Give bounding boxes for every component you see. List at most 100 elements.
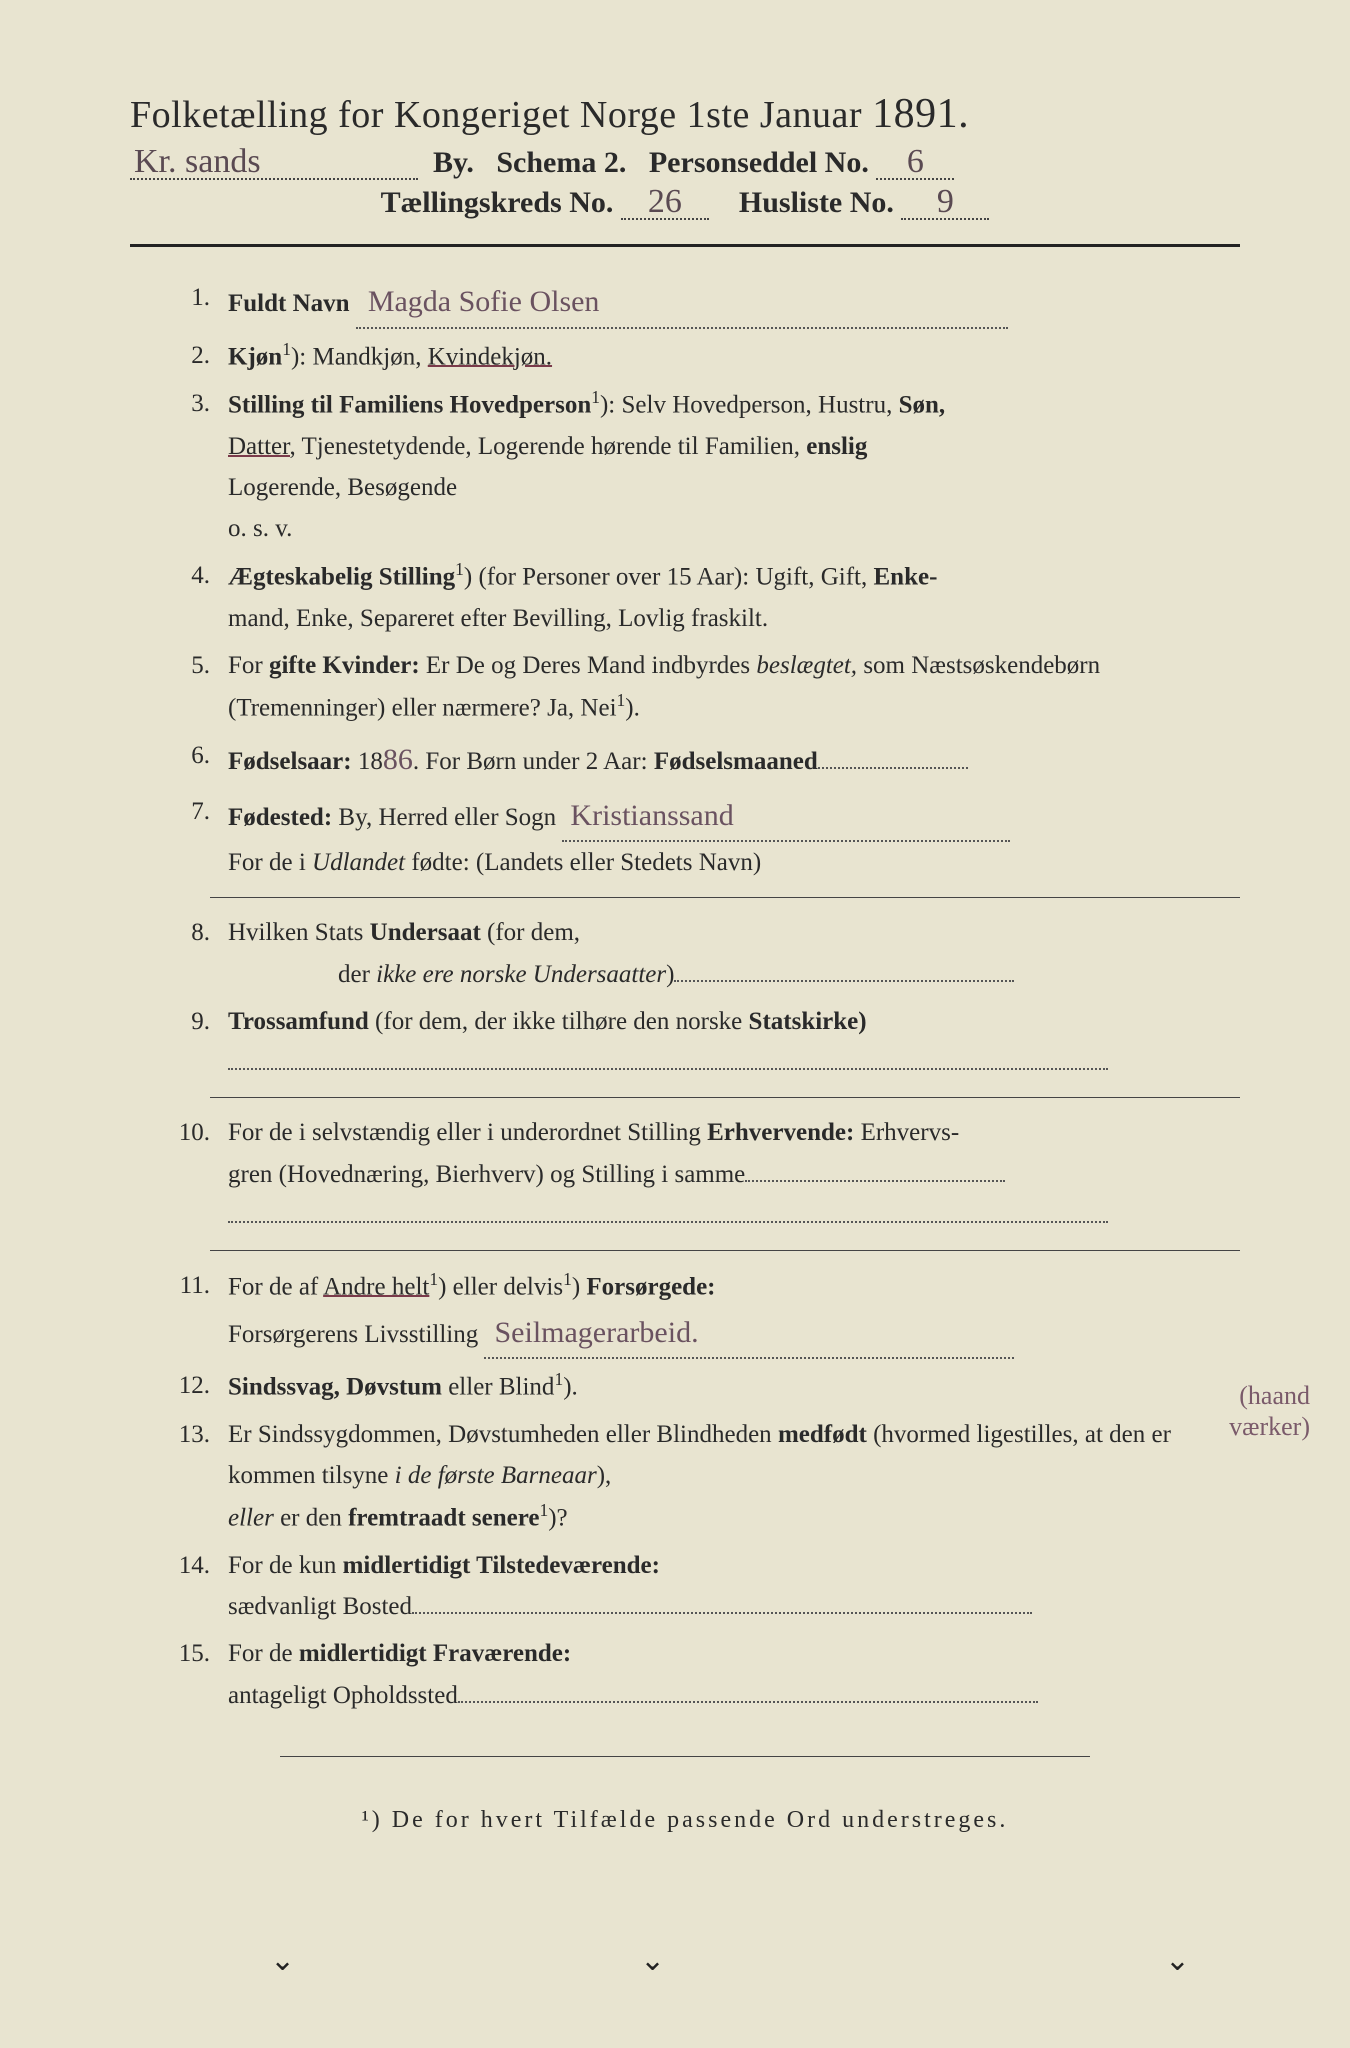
entry-8: 8. Hvilken Stats Undersaat (for dem, der…: [150, 912, 1240, 995]
q8-d: ): [666, 961, 674, 988]
q13-eller: eller: [228, 1505, 274, 1532]
q3-son: Søn,: [899, 391, 946, 418]
q6-maaned: Fødselsmaaned: [654, 748, 818, 775]
q9-stats: Statskirke): [749, 1008, 867, 1035]
q14-mid: midlertidigt Tilstedeværende:: [343, 1552, 660, 1579]
q8-under: Undersaat: [370, 919, 481, 946]
q3-enslig: enslig: [806, 433, 867, 460]
q13-c: ),: [597, 1462, 612, 1489]
q6-prefix: 18: [358, 748, 383, 775]
q10-c: gren (Hovednæring, Bierhverv) og Stillin…: [228, 1161, 745, 1188]
entry-2: 2. Kjøn1): Mandkjøn, Kvindekjøn.: [150, 335, 1240, 378]
num-3: 3.: [150, 383, 228, 549]
q5-gifte: gifte Kvinder:: [269, 652, 420, 679]
divider-7-8: [210, 897, 1240, 898]
q11-value: Seilmagerarbeid.: [484, 1308, 1014, 1360]
main-title: Folketælling for Kongeriget Norge 1ste J…: [130, 90, 1240, 138]
subtitle-line-1: Kr. sands By. Schema 2. Personseddel No.…: [130, 146, 1240, 180]
q15-a: For de: [228, 1640, 299, 1667]
q2-label: Kjøn: [228, 343, 282, 370]
num-2: 2.: [150, 335, 228, 378]
census-form-page: Folketælling for Kongeriget Norge 1ste J…: [0, 0, 1350, 2048]
q7-value: Kristianssand: [562, 791, 1010, 843]
entry-11: 11. For de af Andre helt1) eller delvis1…: [150, 1265, 1240, 1359]
q7-label: Fødested:: [228, 804, 332, 831]
q7-text: By, Herred eller Sogn: [332, 804, 556, 831]
num-6: 6.: [150, 735, 228, 785]
q5-besl: beslægtet,: [756, 652, 857, 679]
num-14: 14.: [150, 1545, 228, 1628]
q6-text: . For Børn under 2 Aar:: [413, 748, 654, 775]
q9-label: Trossamfund: [228, 1008, 369, 1035]
entry-3: 3. Stilling til Familiens Hovedperson1):…: [150, 383, 1240, 549]
q13-b: (hvormed ligestilles,: [867, 1421, 1085, 1448]
q12-text: eller Blind: [442, 1373, 554, 1400]
mark-3: ⌄: [1165, 1943, 1190, 1978]
q6-label: Fødselsaar:: [228, 748, 352, 775]
q3-osv: o. s. v.: [228, 515, 292, 542]
num-12: 12.: [150, 1365, 228, 1408]
q3-label: Stilling til Familiens Hovedperson: [228, 391, 591, 418]
q7-text3: fødte: (Landets eller Stedets Navn): [405, 849, 761, 876]
footnote-text: ¹) De for hvert Tilfælde passende Ord un…: [130, 1807, 1240, 1834]
person-no-field: 6: [876, 147, 954, 180]
side-note-b: værker): [1229, 1412, 1310, 1441]
q13-med: medfødt: [778, 1421, 867, 1448]
schema-label: Schema 2.: [496, 146, 626, 179]
q14-b: sædvanligt Bosted: [228, 1593, 412, 1620]
q10-b: Erhvervs-: [854, 1119, 959, 1146]
title-year: 1891.: [872, 91, 969, 137]
mark-1: ⌄: [270, 1943, 295, 1978]
q4-text: (for Personer over 15 Aar): Ugift, Gift,: [472, 564, 873, 591]
kreds-no-field: 26: [621, 187, 709, 220]
num-13: 13.: [150, 1414, 228, 1539]
num-4: 4.: [150, 555, 228, 639]
entry-10: 10. For de i selvstændig eller i underor…: [150, 1112, 1240, 1236]
by-label: By.: [433, 146, 474, 179]
q11-b: eller delvis: [446, 1273, 563, 1300]
entry-14: 14. For de kun midlertidigt Tilstedevære…: [150, 1545, 1240, 1628]
num-15: 15.: [150, 1633, 228, 1716]
q11-fors: Forsørgede:: [580, 1273, 715, 1300]
header-divider: [130, 244, 1240, 247]
q13-a: Er Sindssygdommen, Døvstumheden eller Bl…: [228, 1421, 778, 1448]
q15-b: antageligt Opholdssted: [228, 1682, 458, 1709]
husliste-no-field: 9: [901, 187, 989, 220]
q8-ikke: ikke ere norske Undersaatter: [376, 961, 666, 988]
entry-4: 4. Ægteskabelig Stilling1) (for Personer…: [150, 555, 1240, 639]
q13-frem: fremtraadt senere: [348, 1505, 539, 1532]
q4-text2: mand, Enke, Separeret efter Bevilling, L…: [228, 605, 768, 632]
entry-12: 12. Sindssvag, Døvstum eller Blind1).: [150, 1365, 1240, 1408]
q13-ital: i de første Barneaar: [395, 1462, 597, 1489]
divider-10-11: [210, 1250, 1240, 1251]
entry-5: 5. For gifte Kvinder: Er De og Deres Man…: [150, 645, 1240, 729]
q3-b: Tjenestetydende, Logerende hørende til F…: [296, 433, 807, 460]
q8-a: Hvilken Stats: [228, 919, 370, 946]
q1-value: Magda Sofie Olsen: [356, 277, 1008, 329]
entry-9: 9. Trossamfund (for dem, der ikke tilhør…: [150, 1001, 1240, 1084]
entry-6: 6. Fødselsaar: 1886. For Børn under 2 Aa…: [150, 735, 1240, 785]
kreds-label: Tællingskreds No.: [381, 186, 614, 219]
person-label: Personseddel No.: [649, 146, 869, 179]
num-1: 1.: [150, 277, 228, 329]
q3-c: Logerende, Besøgende: [228, 474, 457, 501]
entry-7: 7. Fødested: By, Herred eller Sogn Krist…: [150, 791, 1240, 884]
q11-andre: Andre helt: [323, 1273, 429, 1300]
num-9: 9.: [150, 1001, 228, 1084]
num-7: 7.: [150, 791, 228, 884]
q10-erh: Erhvervende:: [707, 1119, 854, 1146]
q4-enke: Enke-: [874, 564, 938, 591]
title-text: Folketælling for Kongeriget Norge 1ste J…: [130, 94, 862, 136]
num-5: 5.: [150, 645, 228, 729]
side-note-a: (haand: [1239, 1381, 1310, 1410]
entry-15: 15. For de midlertidigt Fraværende: anta…: [150, 1633, 1240, 1716]
q7-udl: Udlandet: [312, 849, 405, 876]
husliste-label: Husliste No.: [739, 186, 894, 219]
subtitle-line-2: Tællingskreds No. 26 Husliste No. 9: [130, 186, 1240, 220]
q11-c: Forsørgerens Livsstilling: [228, 1321, 478, 1348]
q4-label: Ægteskabelig Stilling: [228, 564, 455, 591]
q8-c: der: [338, 961, 376, 988]
footnote-divider: [280, 1756, 1090, 1757]
q11-a: For de af: [228, 1273, 323, 1300]
form-entries: 1. Fuldt Navn Magda Sofie Olsen 2. Kjøn1…: [150, 277, 1240, 1716]
